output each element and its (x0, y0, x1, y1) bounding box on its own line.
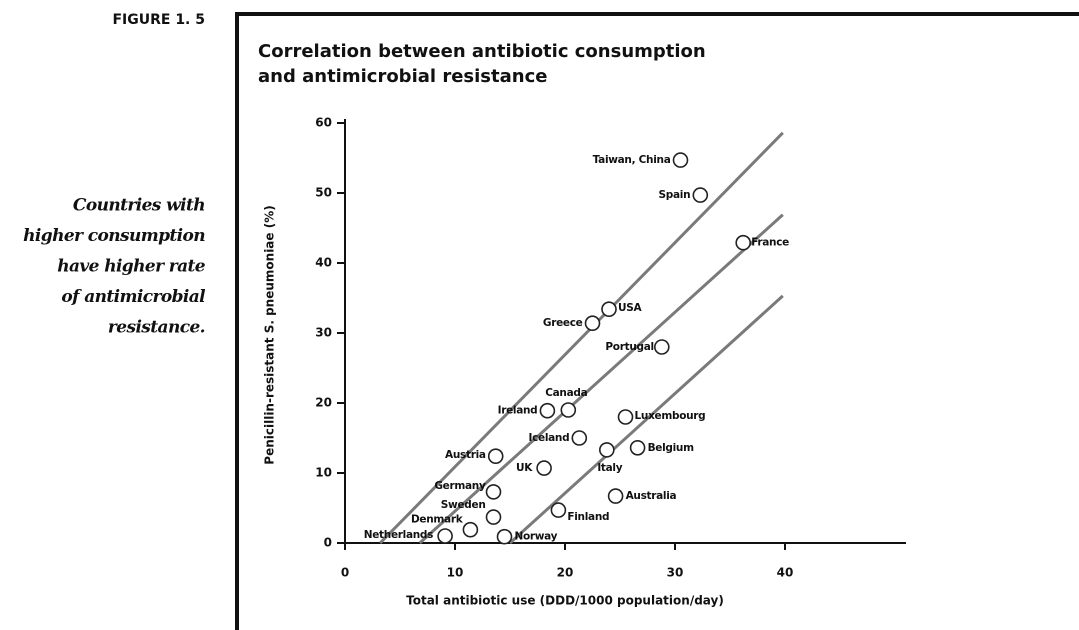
point-label: Luxembourg (635, 410, 706, 422)
chart-title: Correlation between antibiotic consumpti… (258, 41, 706, 62)
y-tick-label: 50 (315, 186, 332, 200)
point-label: Belgium (648, 442, 695, 454)
y-tick-label: 30 (315, 326, 332, 340)
figure-frame (235, 12, 1079, 630)
caption-line: resistance. (108, 318, 205, 338)
point (571, 430, 588, 446)
point (584, 315, 601, 332)
point-label: Spain (659, 189, 691, 201)
point-label: Denmark (411, 514, 464, 526)
point (485, 484, 502, 500)
caption-line: have higher rate (57, 257, 206, 277)
point (539, 402, 556, 419)
point (560, 402, 577, 418)
point-label: France (751, 237, 789, 249)
y-tick-label: 20 (315, 396, 332, 410)
point (462, 521, 479, 538)
regression-line (379, 131, 784, 545)
point (629, 439, 646, 456)
point-label: Greece (543, 317, 583, 329)
point (485, 509, 502, 525)
point-label: Australia (626, 490, 677, 502)
chart-title: and antimicrobial resistance (258, 66, 547, 87)
point (437, 528, 453, 544)
figure-label: FIGURE 1. 5 (112, 12, 205, 28)
point (487, 448, 504, 465)
x-tick-label: 10 (447, 566, 464, 580)
caption-line: of antimicrobial (61, 287, 206, 307)
point (692, 187, 709, 203)
point-label: Finland (567, 511, 609, 523)
point (672, 152, 689, 168)
y-tick-label: 40 (315, 256, 332, 270)
point (598, 442, 615, 458)
y-axis-label: Penicillin-resistant S. pneumoniae (%) (263, 205, 277, 464)
point-label: Italy (597, 462, 622, 474)
point (735, 234, 752, 251)
point-label: Ireland (498, 405, 538, 417)
caption-line: Countries with (73, 196, 205, 216)
y-tick-label: 0 (324, 536, 332, 550)
x-tick-label: 40 (777, 566, 794, 580)
point-label: Canada (545, 387, 587, 399)
point (617, 409, 634, 425)
x-tick-label: 20 (557, 566, 574, 580)
caption-line: higher consumption (23, 226, 205, 246)
point-label: Germany (434, 480, 486, 492)
point (496, 528, 513, 545)
point-label: Netherlands (364, 529, 433, 541)
point-label: UK (516, 462, 533, 474)
regression-line (418, 213, 784, 545)
point-label: Norway (515, 531, 558, 543)
y-tick-label: 10 (315, 466, 332, 480)
point-label: USA (618, 302, 642, 314)
x-tick-label: 30 (667, 566, 684, 580)
x-tick-label: 0 (341, 566, 349, 580)
regression-line (508, 294, 784, 545)
point-label: Taiwan, China (593, 154, 671, 166)
y-tick-label: 60 (315, 116, 332, 130)
point-label: Portugal (605, 341, 653, 353)
point-label: Sweden (441, 499, 486, 511)
point-label: Austria (445, 449, 486, 461)
point (601, 301, 617, 318)
x-axis-label: Total antibiotic use (DDD/1000 populatio… (406, 594, 724, 608)
point (607, 488, 624, 504)
point-label: Iceland (528, 432, 569, 444)
point (653, 339, 670, 355)
point (536, 460, 552, 476)
point (550, 502, 567, 518)
